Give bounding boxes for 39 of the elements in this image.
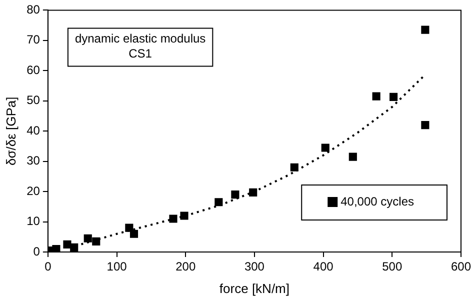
y-tick-label: 70 (26, 32, 40, 47)
point (130, 230, 138, 238)
y-tick-label: 60 (26, 62, 40, 77)
point (348, 152, 357, 161)
y-tick-label: 80 (26, 2, 40, 17)
x-tick-label: 0 (44, 260, 52, 274)
annotation: dynamic elastic modulus CS1 (74, 32, 206, 61)
point (84, 234, 92, 242)
point (125, 224, 134, 232)
point (214, 198, 223, 206)
point (70, 243, 78, 252)
point (52, 244, 60, 252)
y-tick-label: 40 (26, 123, 40, 138)
point (389, 92, 398, 101)
point (421, 26, 430, 34)
x-tick-label: 500 (382, 260, 402, 274)
point (372, 92, 380, 100)
point (92, 237, 100, 246)
x-tick-label: 600 (450, 260, 472, 274)
point (63, 240, 72, 248)
x-axis-title: force [kN/m] (219, 280, 290, 296)
x-tick-label: 400 (313, 260, 334, 274)
y-tick-label: 0 (33, 244, 40, 258)
point (249, 188, 258, 196)
point (290, 163, 298, 172)
y-axis-title: δσ/δε [GPa] (3, 96, 18, 166)
y-tick-label: 10 (26, 214, 40, 228)
x-tick-label: 100 (106, 260, 128, 274)
point (169, 214, 178, 223)
x-tick-label: 200 (176, 260, 196, 274)
point (180, 212, 188, 220)
point (321, 144, 330, 152)
point (421, 121, 430, 130)
y-tick-label: 20 (26, 184, 40, 198)
point (231, 190, 240, 199)
y-tick-label: 50 (26, 93, 40, 108)
x-tick-label: 300 (244, 260, 265, 274)
y-tick-label: 30 (26, 154, 40, 168)
legend-label: 40,000 cycles (340, 194, 414, 208)
